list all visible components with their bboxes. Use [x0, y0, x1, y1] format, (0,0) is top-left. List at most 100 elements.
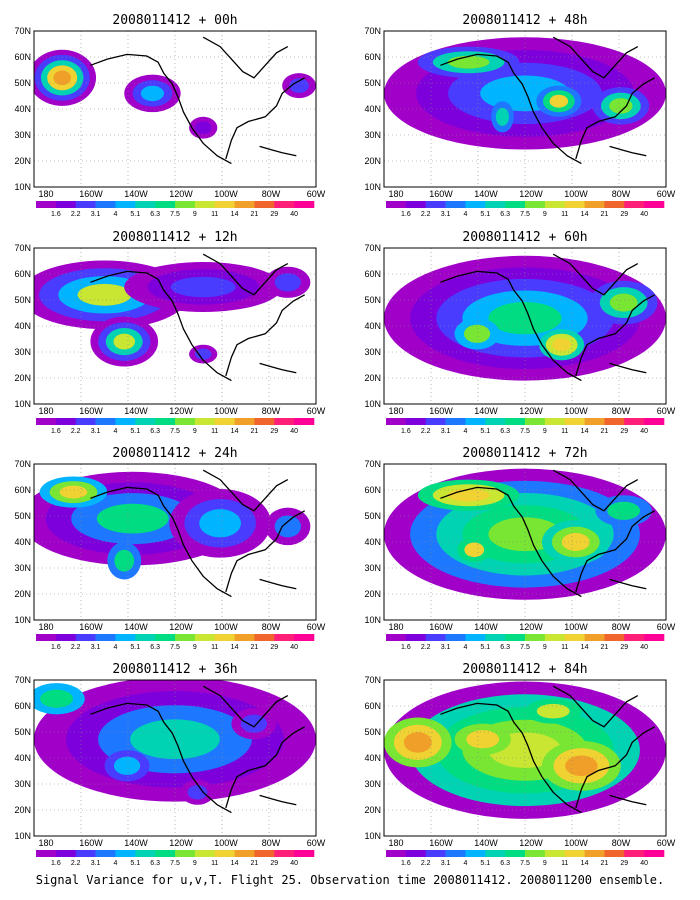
colorbar: 1.6 2.2 3.1 4 5.1 6.3 7.5 9 11 14 21 29 40 [36, 850, 315, 867]
contour-fill [77, 283, 132, 306]
lon-tick-label: 60W [657, 622, 676, 632]
colorbar-label: 21 [251, 860, 259, 867]
lat-tick-label: 60N [364, 269, 381, 279]
colorbar-swatch [254, 418, 275, 425]
lon-tick-label: 80W [262, 189, 281, 199]
coastline [202, 36, 289, 79]
lat-tick-label: 30N [364, 779, 381, 789]
colorbar-swatch [564, 850, 585, 857]
lat-tick-label: 70N [364, 26, 381, 36]
colorbar-swatch [525, 850, 546, 857]
lon-tick-label: 160W [429, 622, 453, 632]
panel-title: 2008011412 + 72h [462, 446, 587, 461]
colorbar-label: 29 [620, 860, 628, 867]
colorbar-label: 40 [640, 211, 648, 218]
colorbar-swatch [584, 850, 605, 857]
coastline [202, 685, 289, 728]
lat-tick-label: 60N [364, 701, 381, 711]
coastline [225, 726, 306, 809]
colorbar-label: 4 [113, 644, 117, 651]
colorbar-label: 6.3 [150, 860, 160, 867]
contour-fill [463, 324, 491, 343]
colorbar-label: 2.2 [71, 428, 81, 435]
coastline [552, 36, 639, 79]
lat-tick-label: 20N [14, 373, 31, 383]
contour-fill [495, 107, 510, 126]
lat-tick-label: 40N [364, 537, 381, 547]
figure-caption: Signal Variance for u,v,T. Flight 25. Ob… [35, 873, 665, 887]
colorbar-swatch [564, 201, 585, 208]
lat-tick-label: 10N [14, 182, 31, 192]
lon-tick-label: 180 [38, 838, 53, 848]
lat-tick-label: 30N [364, 347, 381, 357]
coastline [575, 77, 656, 160]
map-panel: 2008011412 + 00h 10N 20N 30N 40N 50N 60N 70N 180… [14, 13, 325, 218]
contour-fill [274, 273, 301, 292]
map-panel: 2008011412 + 72h 10N 20N 30N 40N 50N 60N 70N 180… [364, 446, 675, 651]
lon-tick-label: 60W [307, 189, 326, 199]
lon-tick-label: 160W [79, 622, 103, 632]
colorbar-swatch [95, 418, 116, 425]
colorbar-swatch [214, 850, 235, 857]
colorbar-label: 3.1 [441, 644, 451, 651]
lat-tick-label: 40N [14, 321, 31, 331]
colorbar-swatch [95, 201, 116, 208]
colorbar-label: 11 [561, 860, 568, 867]
lat-tick-label: 30N [14, 130, 31, 140]
colorbar-swatch [544, 634, 566, 641]
colorbar-label: 1.6 [401, 428, 411, 435]
colorbar-swatch [75, 201, 96, 208]
coastline [440, 270, 582, 382]
coastline [575, 510, 656, 593]
colorbar-label: 7.5 [520, 428, 530, 435]
lat-tick-label: 60N [14, 52, 31, 62]
colorbar-swatch [36, 850, 57, 857]
map-panel: 2008011412 + 60h 10N 20N 30N 40N 50N 60N 70N 180… [364, 230, 675, 435]
lon-tick-label: 60W [307, 406, 326, 416]
lon-tick-label: 140W [124, 838, 148, 848]
colorbar-swatch [505, 418, 526, 425]
colorbar-label: 4 [113, 428, 117, 435]
colorbar-swatch [604, 418, 625, 425]
panel-title: 2008011412 + 60h [462, 230, 587, 245]
contour-fill [96, 503, 169, 534]
coastline [202, 469, 289, 512]
colorbar-swatch [274, 201, 295, 208]
colorbar-label: 5.1 [130, 211, 140, 218]
colorbar-label: 11 [211, 860, 218, 867]
colorbar-swatch [485, 201, 506, 208]
coastline [552, 685, 639, 728]
variance-field [384, 680, 666, 836]
lon-tick-label: 120W [169, 406, 193, 416]
lon-tick-label: 140W [124, 622, 148, 632]
colorbar-label: 11 [561, 644, 568, 651]
lon-tick-label: 180 [388, 622, 403, 632]
contour-fill [274, 515, 301, 538]
lon-tick-label: 140W [124, 406, 148, 416]
colorbar-label: 9 [543, 428, 547, 435]
lat-tick-label: 50N [364, 727, 381, 737]
lat-tick-label: 10N [14, 615, 31, 625]
colorbar-swatch [36, 201, 57, 208]
contour-fill [289, 78, 309, 93]
contour-fill [536, 703, 570, 719]
colorbar-label: 1.6 [51, 211, 61, 218]
colorbar-label: 7.5 [520, 211, 530, 218]
coastline [609, 145, 647, 157]
colorbar-label: 3.1 [441, 211, 451, 218]
colorbar-swatch [75, 418, 96, 425]
colorbar-label: 2.2 [71, 644, 81, 651]
colorbar-swatch [386, 418, 407, 425]
plot-frame [383, 30, 667, 188]
coastline [259, 362, 297, 374]
colorbar-swatch [644, 850, 665, 857]
colorbar: 1.6 2.2 3.1 4 5.1 6.3 7.5 9 11 14 21 29 40 [386, 850, 665, 867]
map-panel: 2008011412 + 24h 10N 20N 30N 40N 50N 60N 70N 180… [14, 446, 325, 651]
colorbar-label: 21 [251, 644, 259, 651]
colorbar: 1.6 2.2 3.1 4 5.1 6.3 7.5 9 11 14 21 29 40 [386, 201, 665, 218]
lat-tick-label: 20N [14, 156, 31, 166]
lat-tick-label: 50N [364, 78, 381, 88]
colorbar-label: 9 [543, 211, 547, 218]
lon-tick-label: 100W [564, 406, 588, 416]
colorbar-label: 14 [231, 211, 239, 218]
